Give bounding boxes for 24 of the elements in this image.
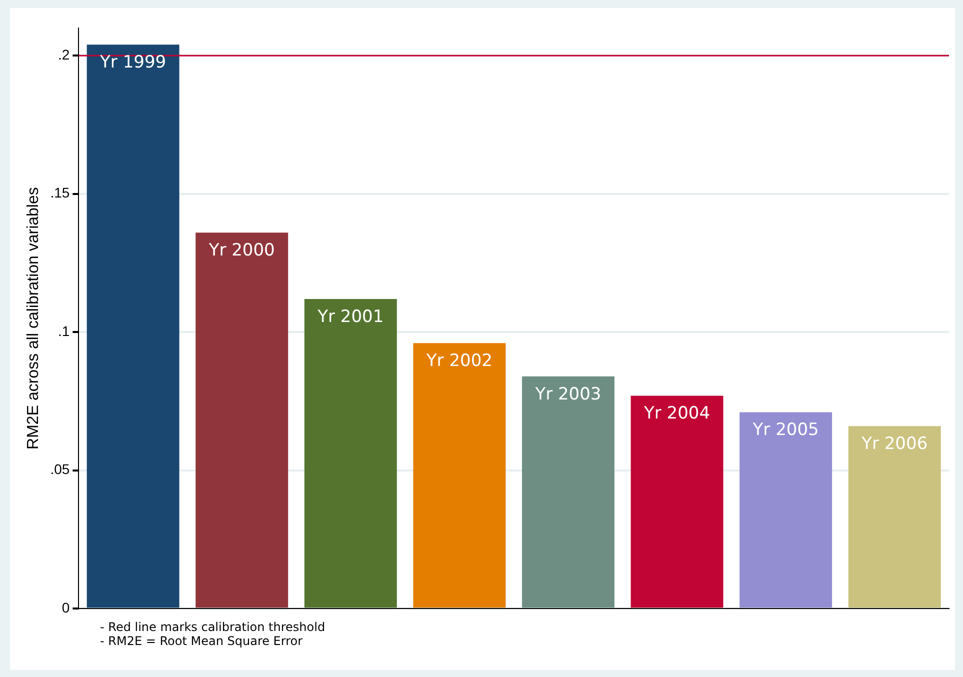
bar	[196, 232, 288, 608]
x-tick-label: Yr 2000	[208, 240, 275, 261]
x-tick-label: Yr 2003	[534, 384, 602, 404]
x-tick-label: Yr 2002	[425, 351, 492, 372]
y-tick-label: 0	[62, 599, 70, 616]
text: - RM2E = Root Mean Square Error	[100, 634, 304, 648]
y-axis-title: RM2E across all calibration variables	[25, 187, 42, 450]
x-tick-label: Yr 2004	[642, 404, 710, 424]
y-tick-label: .2	[58, 46, 70, 63]
y-tick-label: .15	[50, 184, 70, 201]
bar	[86, 44, 180, 608]
bar	[848, 426, 941, 608]
x-tick-label: Yr 2001	[316, 306, 384, 327]
x-tick-label: Yr 2005	[752, 420, 819, 440]
y-tick-label: .1	[58, 322, 70, 339]
x-tick-label: Yr 2006	[860, 434, 928, 454]
bar	[413, 343, 506, 608]
x-tick-label: Yr 1999	[99, 52, 166, 73]
bar	[522, 376, 614, 608]
text: - Red line marks calibration threshold	[100, 620, 326, 634]
y-tick-label: .05	[50, 461, 70, 478]
bar	[630, 396, 724, 608]
bar	[304, 298, 397, 608]
bar	[740, 412, 832, 608]
